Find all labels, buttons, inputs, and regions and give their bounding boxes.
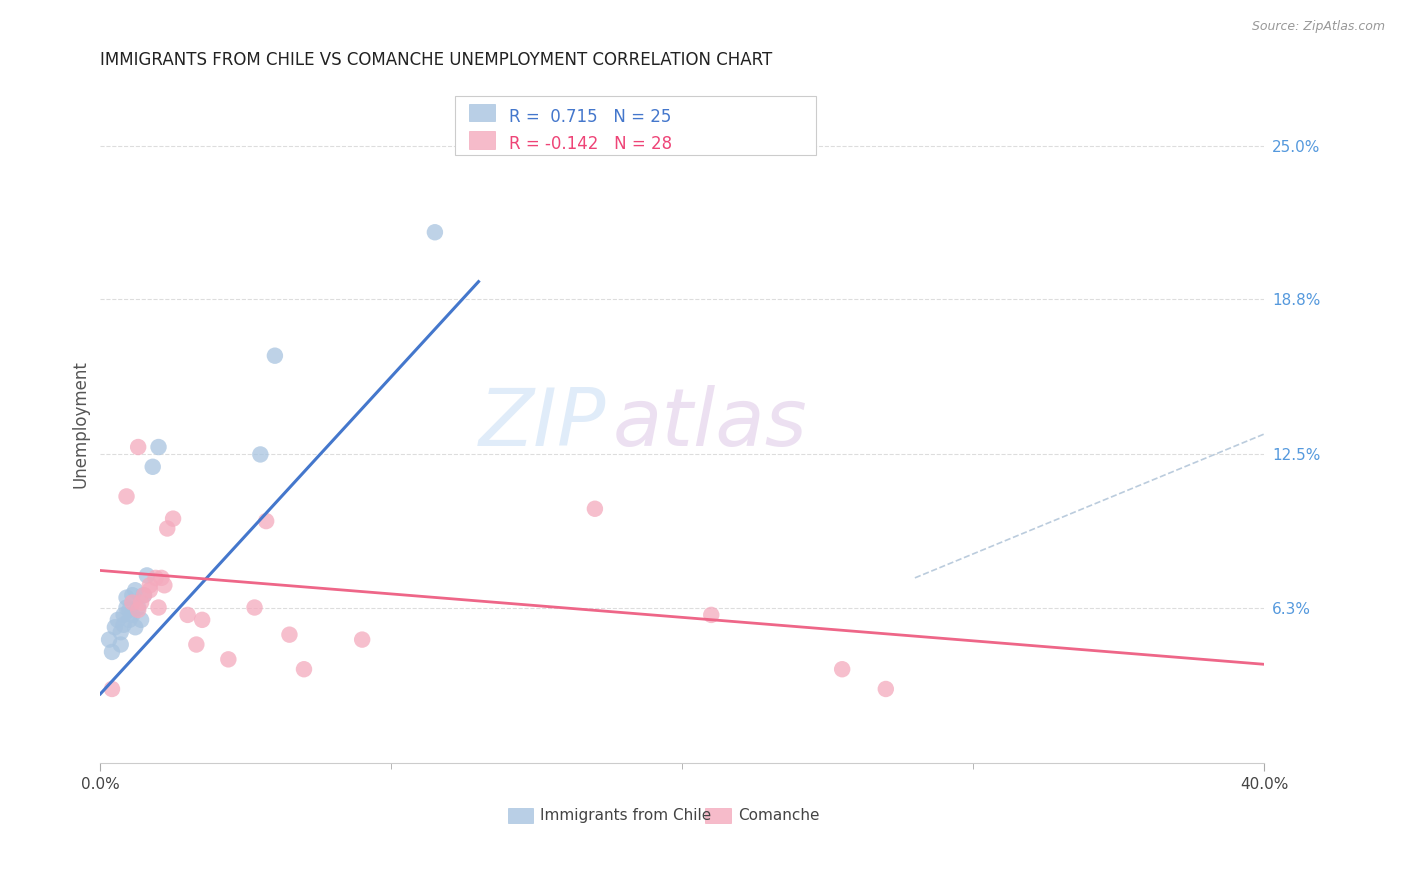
Point (127, 600, 149, 615)
Text: Source: ZipAtlas.com: Source: ZipAtlas.com (1251, 20, 1385, 33)
Point (101, 681, 124, 696)
Point (110, 625, 132, 640)
Point (115, 600, 138, 615)
Point (153, 578, 176, 592)
Point (132, 588, 155, 602)
FancyBboxPatch shape (456, 95, 815, 155)
Point (583, 501, 606, 516)
Text: R =  0.715   N = 25: R = 0.715 N = 25 (509, 108, 671, 126)
Point (423, 225, 446, 239)
Point (176, 607, 198, 622)
Y-axis label: Unemployment: Unemployment (72, 359, 89, 488)
Point (107, 613, 129, 627)
Point (98, 632, 121, 647)
Point (352, 632, 374, 647)
Point (162, 511, 184, 525)
Point (700, 607, 723, 622)
Point (186, 638, 208, 652)
FancyBboxPatch shape (470, 103, 495, 121)
Text: R = -0.142   N = 28: R = -0.142 N = 28 (509, 135, 672, 153)
Point (129, 613, 152, 627)
Point (875, 681, 897, 696)
Point (191, 613, 214, 627)
Point (148, 440, 170, 454)
Point (145, 571, 167, 585)
Point (127, 440, 149, 454)
Point (104, 620, 127, 634)
Point (135, 568, 157, 582)
Point (118, 603, 141, 617)
FancyBboxPatch shape (508, 808, 533, 822)
Point (249, 447, 271, 461)
Point (156, 521, 179, 535)
Point (243, 600, 266, 615)
Point (139, 583, 162, 598)
Text: Immigrants from Chile: Immigrants from Chile (540, 808, 711, 822)
Point (121, 607, 143, 622)
Point (121, 596, 143, 610)
Point (115, 591, 138, 605)
Point (124, 583, 146, 598)
Point (101, 645, 124, 659)
Point (118, 613, 141, 627)
Point (127, 603, 149, 617)
Point (831, 662, 853, 676)
Text: atlas: atlas (613, 384, 807, 463)
Point (217, 652, 239, 666)
Point (115, 490, 138, 504)
Point (110, 638, 132, 652)
Point (121, 588, 143, 602)
FancyBboxPatch shape (706, 808, 731, 822)
Point (254, 514, 277, 528)
Text: ZIP: ZIP (479, 384, 606, 463)
Point (132, 588, 155, 602)
Point (112, 617, 135, 632)
Point (278, 628, 301, 642)
Point (150, 571, 173, 585)
Point (148, 600, 170, 615)
Point (124, 620, 146, 634)
Point (264, 349, 287, 363)
Point (142, 459, 165, 474)
Point (292, 662, 315, 676)
Text: Comanche: Comanche (738, 808, 820, 822)
Point (112, 607, 135, 622)
Text: IMMIGRANTS FROM CHILE VS COMANCHE UNEMPLOYMENT CORRELATION CHART: IMMIGRANTS FROM CHILE VS COMANCHE UNEMPL… (100, 51, 773, 69)
FancyBboxPatch shape (470, 131, 495, 149)
Point (129, 596, 152, 610)
Point (139, 578, 162, 592)
